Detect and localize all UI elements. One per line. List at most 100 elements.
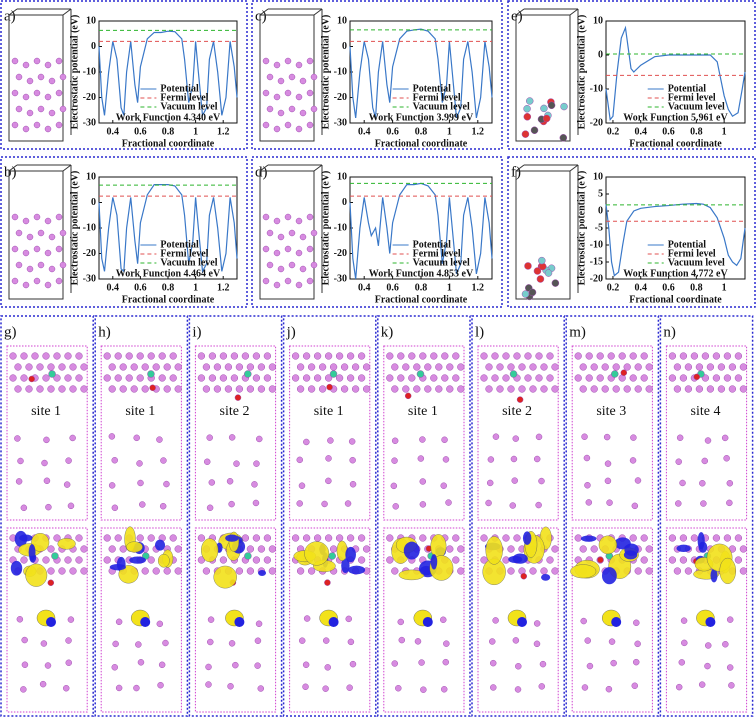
atom bbox=[584, 637, 591, 644]
cell-outline bbox=[289, 345, 371, 521]
atom bbox=[252, 534, 261, 542]
charge-blob bbox=[512, 553, 528, 564]
atom bbox=[351, 363, 360, 371]
charge-blob bbox=[336, 540, 348, 561]
atom bbox=[16, 616, 24, 623]
atom bbox=[252, 352, 261, 360]
atom bbox=[520, 572, 528, 580]
atom bbox=[488, 638, 496, 645]
y-tick-label: -10 bbox=[334, 66, 347, 77]
x-tick-label: 1 bbox=[193, 126, 198, 137]
atom bbox=[108, 385, 116, 393]
cell-edge bbox=[62, 8, 72, 16]
panel-border bbox=[507, 0, 756, 150]
cell-edge bbox=[569, 164, 579, 172]
atom bbox=[130, 363, 138, 371]
atom bbox=[44, 281, 52, 289]
atom bbox=[391, 457, 398, 464]
atom bbox=[48, 77, 56, 85]
atom bbox=[700, 500, 707, 507]
atom bbox=[224, 385, 233, 393]
atom bbox=[157, 681, 164, 689]
atom bbox=[136, 460, 143, 467]
atom bbox=[208, 479, 216, 486]
atom bbox=[585, 374, 593, 382]
atom bbox=[202, 385, 211, 393]
y-tick-label: -20 bbox=[83, 92, 96, 103]
x-tick-label: 0.6 bbox=[386, 282, 399, 293]
atom bbox=[141, 385, 149, 393]
x-axis-label: Fractional coordinate bbox=[375, 294, 468, 305]
atom bbox=[15, 229, 23, 237]
atom bbox=[538, 256, 546, 265]
atom bbox=[295, 249, 303, 257]
atom bbox=[42, 374, 50, 382]
y-tick-label: -10 bbox=[590, 239, 603, 250]
atom bbox=[679, 479, 686, 487]
atom bbox=[119, 385, 127, 393]
atom bbox=[158, 352, 166, 360]
atom bbox=[202, 567, 211, 575]
x-tick-label: 0.4 bbox=[358, 126, 371, 137]
charge-blob bbox=[419, 565, 433, 576]
atom bbox=[156, 620, 164, 628]
atom bbox=[44, 249, 52, 257]
atom bbox=[629, 534, 637, 542]
atom bbox=[357, 556, 366, 564]
atom bbox=[37, 73, 45, 81]
charge-blob bbox=[676, 544, 691, 553]
atom bbox=[419, 478, 427, 485]
atom bbox=[634, 640, 641, 648]
panel-label: a) bbox=[4, 8, 16, 24]
atom bbox=[699, 480, 706, 487]
y-tick-label: -10 bbox=[83, 66, 96, 77]
x-axis-label: Fractional coordinate bbox=[122, 294, 215, 305]
atom bbox=[668, 556, 677, 564]
atom bbox=[560, 102, 568, 111]
charge-blob bbox=[28, 544, 36, 561]
atom bbox=[675, 683, 683, 691]
atom bbox=[232, 661, 239, 669]
atom bbox=[307, 385, 316, 393]
atom bbox=[357, 374, 366, 382]
y-tick-label: -10 bbox=[590, 83, 603, 94]
atom bbox=[130, 385, 138, 393]
atom bbox=[235, 385, 244, 393]
panel-label: g) bbox=[4, 324, 17, 340]
x-tick-label: 0.6 bbox=[386, 126, 399, 137]
atom bbox=[277, 265, 285, 273]
atom bbox=[15, 478, 23, 485]
atom bbox=[480, 352, 488, 360]
atom bbox=[273, 281, 281, 289]
panel-label: n) bbox=[663, 324, 676, 340]
charge-blob bbox=[157, 553, 170, 568]
atom bbox=[59, 229, 67, 237]
x-tick-label: 0.6 bbox=[134, 126, 147, 137]
atom bbox=[299, 233, 307, 241]
atom bbox=[197, 374, 206, 382]
annotation: Work Function 4.464 eV bbox=[116, 268, 221, 279]
panel-border bbox=[282, 315, 377, 717]
atom bbox=[307, 363, 316, 371]
atom bbox=[581, 433, 588, 440]
atom bbox=[536, 275, 545, 283]
panel-border bbox=[251, 0, 503, 150]
atom bbox=[230, 352, 239, 360]
series-line bbox=[605, 202, 746, 277]
atom bbox=[80, 545, 88, 553]
atom bbox=[63, 481, 71, 488]
atom bbox=[605, 685, 613, 693]
atom bbox=[255, 620, 263, 628]
charge-blob bbox=[601, 567, 617, 585]
atom bbox=[668, 374, 677, 382]
y-axis-label: Electrostatic potential (eV) bbox=[69, 171, 80, 286]
atom bbox=[533, 620, 541, 627]
atom bbox=[257, 685, 265, 692]
y-tick-label: 10 bbox=[337, 15, 347, 26]
atom bbox=[44, 125, 52, 133]
atom bbox=[585, 352, 593, 360]
atom bbox=[645, 567, 653, 575]
atom bbox=[268, 567, 277, 575]
atom bbox=[28, 375, 35, 383]
atom bbox=[266, 229, 274, 237]
